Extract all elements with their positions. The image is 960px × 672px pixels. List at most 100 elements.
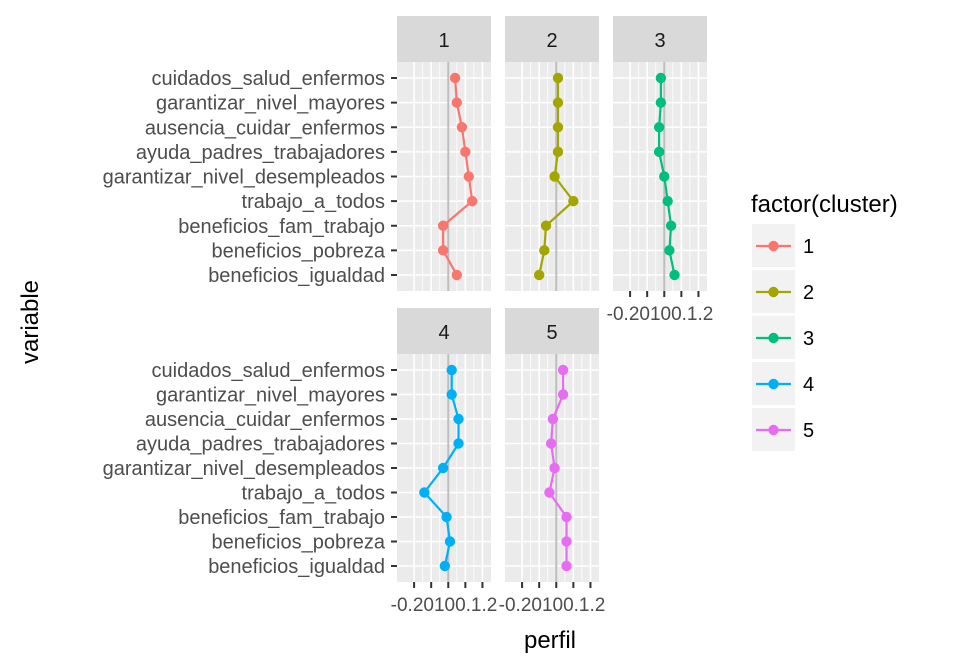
y-tick-label: beneficios_fam_trabajo (178, 216, 385, 238)
data-point (545, 438, 557, 449)
data-point (419, 487, 430, 498)
legend-item-4: 4 (752, 362, 814, 405)
data-point (437, 245, 449, 256)
data-point (439, 560, 451, 572)
facet-strip (505, 16, 599, 62)
data-point (451, 269, 463, 281)
y-tick-label: garantizar_nivel_desempleados (103, 167, 385, 189)
data-point (446, 364, 457, 376)
legend-label: 1 (803, 236, 814, 258)
y-tick-label: ayuda_padres_trabajadores (136, 142, 385, 164)
x-tick-labels: -0.20100.1.2 (391, 595, 498, 616)
legend-title: factor(cluster) (751, 191, 898, 218)
facet-strip-label: 3 (654, 30, 665, 52)
y-tick-label: cuidados_salud_enfermos (152, 360, 386, 382)
data-point (437, 462, 449, 474)
data-point (547, 413, 559, 425)
facet-strip-label: 5 (546, 322, 557, 344)
y-tick-label: trabajo_a_todos (242, 483, 385, 505)
data-point (557, 389, 569, 400)
facet-panel-3: 3 -0.20100.1.2 (607, 16, 714, 325)
data-point (669, 269, 680, 281)
data-point (655, 97, 667, 108)
x-tick-labels: -0.20100.1.2 (499, 595, 606, 616)
data-point (446, 389, 457, 400)
data-point (664, 245, 675, 256)
data-point (653, 122, 665, 133)
legend-key-point (768, 424, 779, 436)
data-point (449, 72, 461, 84)
legend: factor(cluster) 1 2 3 4 5 (751, 191, 898, 451)
data-point (659, 171, 670, 182)
y-axis-title: variable (17, 280, 44, 364)
data-point (549, 462, 560, 474)
legend-label: 4 (803, 374, 814, 396)
x-tick-labels: -0.20100.1.2 (607, 304, 714, 325)
y-tick-label: beneficios_pobreza (212, 532, 386, 554)
data-point (552, 146, 564, 158)
data-point (557, 364, 569, 376)
x-axis-title: perfil (524, 627, 576, 654)
facet-strip-label: 4 (438, 322, 449, 344)
data-point (453, 438, 464, 449)
y-tick-label: ausencia_cuidar_enfermos (145, 409, 385, 431)
facet-strip (397, 308, 491, 354)
data-point (561, 560, 572, 572)
y-tick-label: garantizar_nivel_desempleados (103, 458, 385, 480)
facet-panel-2: 2 (505, 16, 599, 291)
y-tick-label: beneficios_pobreza (212, 240, 386, 262)
data-point (460, 146, 471, 158)
data-point (456, 122, 468, 133)
facet-panel-5: 5 -0.20100.1.2 (499, 308, 606, 616)
y-tick-label: ausencia_cuidar_enfermos (145, 117, 385, 139)
legend-label: 5 (803, 420, 814, 442)
y-tick-label: garantizar_nivel_mayores (156, 93, 385, 115)
legend-label: 3 (803, 328, 814, 350)
legend-key-point (768, 286, 779, 298)
data-point (463, 171, 474, 182)
data-point (662, 195, 673, 207)
y-tick-label: beneficios_igualdad (208, 556, 385, 578)
data-point (549, 171, 560, 182)
data-point (539, 245, 550, 256)
data-point (653, 146, 665, 158)
facet-strip-label: 2 (546, 30, 557, 52)
facet-panel-1: 1 cuidados_salud_enfermos garantizar_nivel… (103, 16, 491, 291)
data-point (561, 536, 572, 547)
facet-panel-4: 4 -0.20100.1.2 cuidados_salud_enfermosgara… (103, 308, 498, 616)
data-point (441, 511, 452, 523)
data-point (444, 536, 456, 547)
legend-key-point (768, 332, 779, 344)
legend-key-point (768, 240, 779, 252)
facet-strip (397, 16, 491, 62)
facet-panels: 1 cuidados_salud_enfermos garantizar_nivel… (103, 16, 714, 616)
data-point (552, 122, 564, 133)
data-point (453, 413, 464, 425)
legend-item-5: 5 (752, 408, 814, 451)
facet-strip (505, 308, 599, 354)
data-point (544, 487, 555, 498)
y-tick-label: ayuda_padres_trabajadores (136, 434, 385, 456)
y-tick-label: beneficios_fam_trabajo (178, 507, 385, 529)
data-point (561, 511, 572, 523)
legend-key-point (768, 378, 779, 390)
data-point (467, 195, 478, 207)
data-point (533, 269, 545, 281)
data-point (655, 72, 667, 84)
facet-strip (613, 16, 707, 62)
data-point (552, 72, 564, 84)
data-point (552, 97, 564, 108)
y-tick-label: garantizar_nivel_mayores (156, 385, 385, 407)
legend-item-1: 1 (752, 224, 814, 267)
data-point (437, 220, 449, 231)
y-tick-label: trabajo_a_todos (242, 191, 385, 213)
y-tick-label: beneficios_igualdad (208, 265, 385, 287)
data-point (540, 220, 552, 231)
data-point (451, 97, 463, 108)
y-tick-label: cuidados_salud_enfermos (152, 68, 386, 90)
legend-item-2: 2 (752, 270, 814, 313)
data-point (665, 220, 677, 231)
legend-label: 2 (803, 282, 814, 304)
data-point (568, 195, 579, 207)
